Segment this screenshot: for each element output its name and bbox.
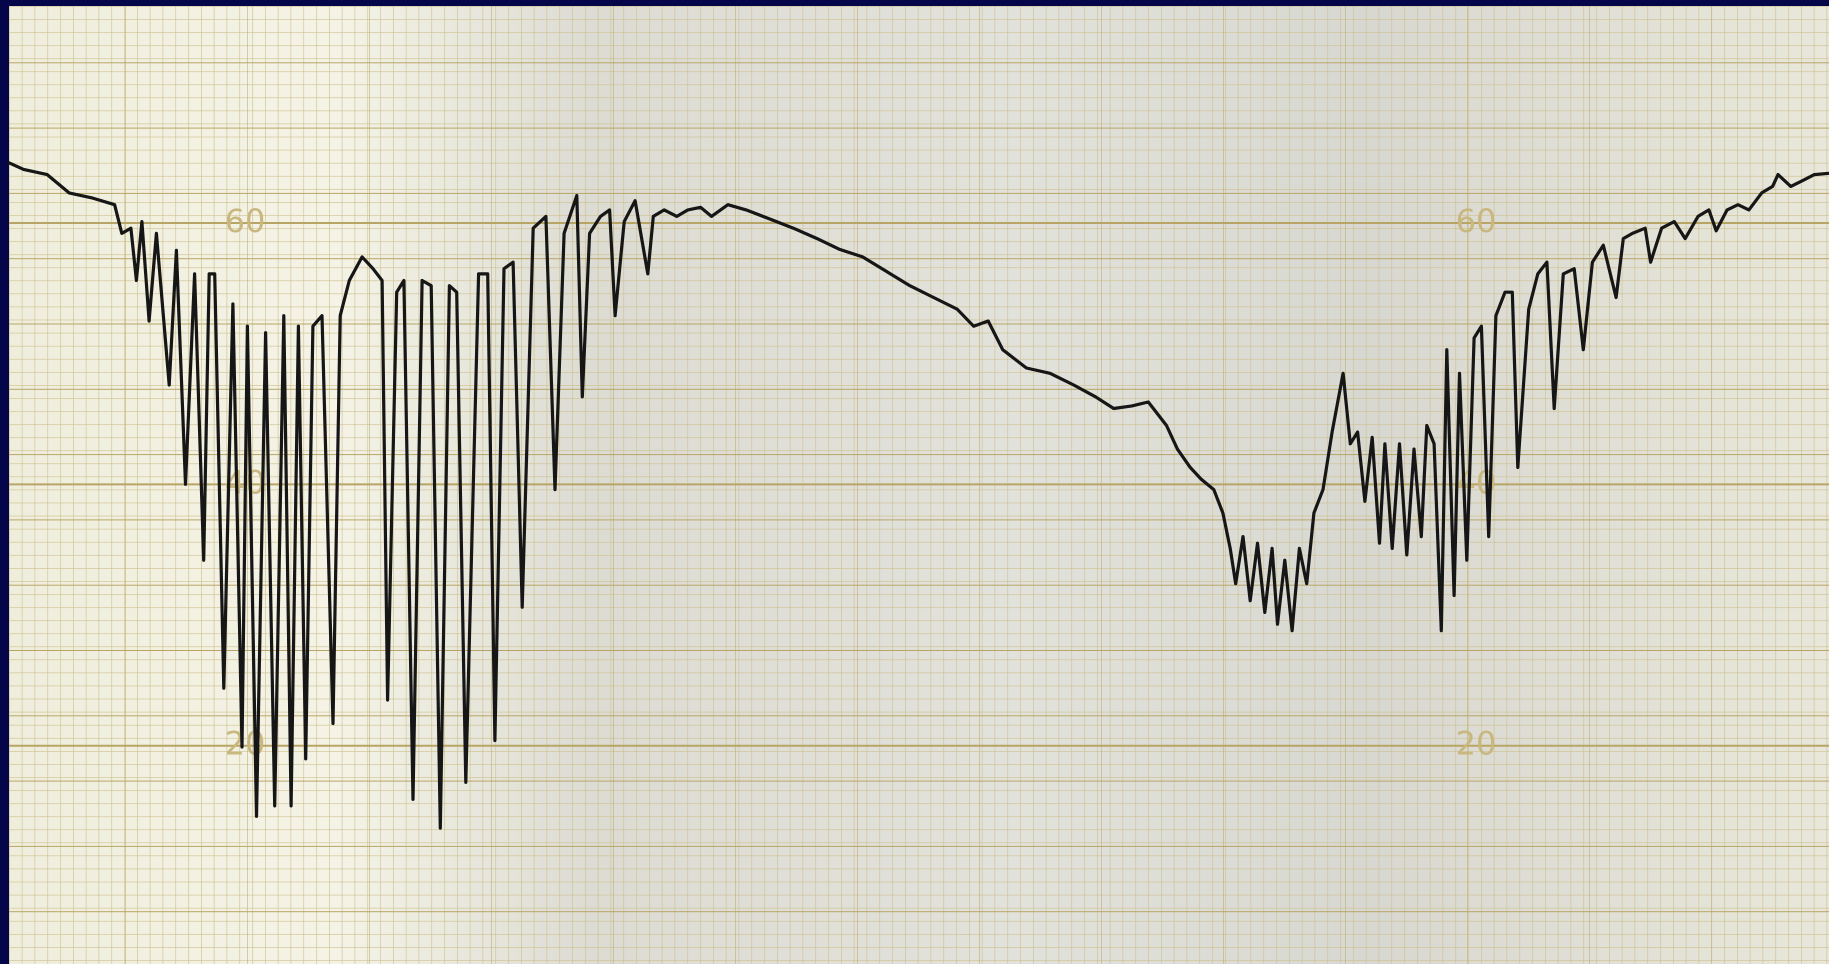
y-tick-label: 60 xyxy=(225,202,266,240)
page: {"chart_data": {"type": "line", "xlim": … xyxy=(0,0,1829,964)
chart: 202040406060 xyxy=(0,0,1829,964)
y-tick-label: 20 xyxy=(1456,725,1497,763)
y-tick-label: 60 xyxy=(1456,202,1497,240)
